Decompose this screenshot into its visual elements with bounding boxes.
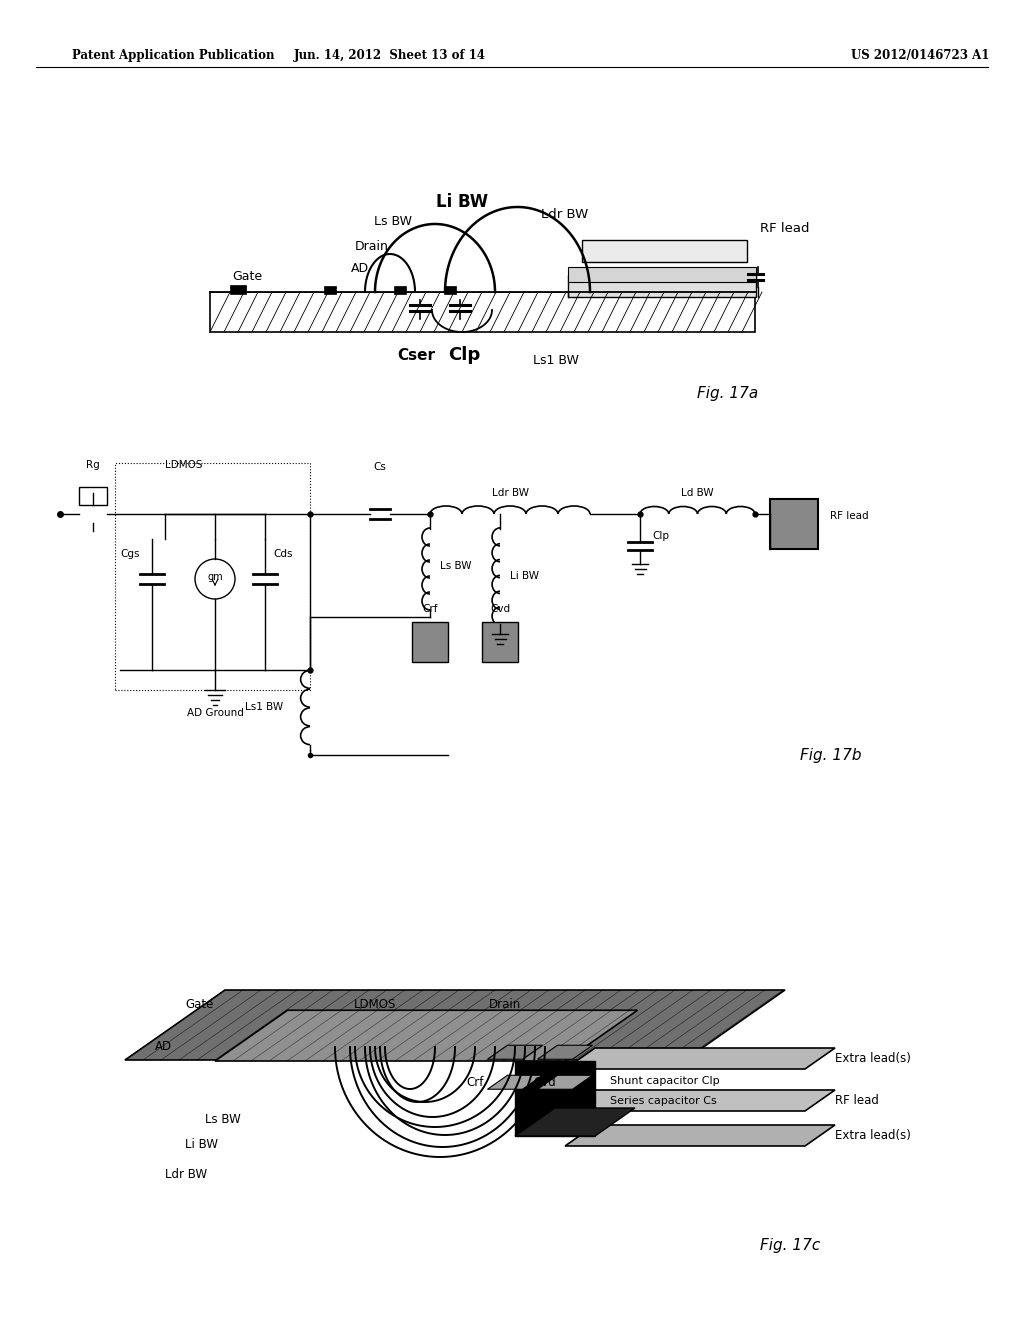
Text: Cvd: Cvd — [534, 1076, 556, 1089]
Text: Clp: Clp — [652, 531, 669, 541]
Text: Ls1 BW: Ls1 BW — [534, 354, 579, 367]
Text: Gate: Gate — [232, 271, 262, 282]
Text: Cs: Cs — [374, 462, 386, 473]
Text: Crf: Crf — [466, 1076, 483, 1089]
Bar — [210, 292, 755, 333]
Text: Ls BW: Ls BW — [205, 1113, 241, 1126]
Text: Ls BW: Ls BW — [374, 215, 412, 228]
Polygon shape — [565, 1048, 835, 1069]
Polygon shape — [515, 1061, 595, 1137]
Text: Extra lead(s): Extra lead(s) — [835, 1129, 911, 1142]
Polygon shape — [125, 990, 785, 1060]
Polygon shape — [538, 1076, 593, 1089]
Text: Patent Application Publication: Patent Application Publication — [72, 49, 274, 62]
Bar — [230, 285, 246, 294]
Polygon shape — [487, 1045, 543, 1059]
Text: gm: gm — [207, 572, 223, 582]
Bar — [444, 286, 456, 294]
Text: Ldr BW: Ldr BW — [492, 488, 528, 498]
Text: Shunt capacitor Clp: Shunt capacitor Clp — [610, 1076, 720, 1085]
Text: Drain: Drain — [355, 240, 389, 253]
Text: AD: AD — [155, 1040, 172, 1053]
Text: Ls1 BW: Ls1 BW — [245, 702, 283, 711]
Bar — [568, 267, 756, 282]
Text: Li BW: Li BW — [436, 193, 488, 211]
Text: AD: AD — [351, 261, 369, 275]
Text: Extra lead(s): Extra lead(s) — [835, 1052, 911, 1065]
Text: Li BW: Li BW — [185, 1138, 218, 1151]
Text: AD Ground: AD Ground — [186, 708, 244, 718]
Polygon shape — [538, 1045, 593, 1059]
Text: Jun. 14, 2012  Sheet 13 of 14: Jun. 14, 2012 Sheet 13 of 14 — [294, 49, 486, 62]
Polygon shape — [565, 1090, 835, 1111]
Bar — [394, 286, 406, 294]
Text: Fig. 17a: Fig. 17a — [697, 385, 759, 401]
Text: Fig. 17b: Fig. 17b — [800, 748, 861, 763]
Polygon shape — [565, 1125, 835, 1146]
Polygon shape — [487, 1076, 543, 1089]
Text: RF lead: RF lead — [835, 1094, 879, 1107]
Text: Cds: Cds — [273, 549, 293, 558]
Bar — [412, 622, 449, 663]
Text: LDMOS: LDMOS — [165, 459, 203, 470]
Text: Ldr BW: Ldr BW — [165, 1168, 207, 1181]
Bar — [115, 463, 310, 690]
Text: Li BW: Li BW — [510, 572, 539, 581]
Text: Rg: Rg — [86, 459, 100, 470]
Bar — [324, 286, 336, 294]
Text: Crf: Crf — [422, 605, 437, 614]
Polygon shape — [215, 1010, 638, 1061]
Text: Cgs: Cgs — [120, 549, 139, 558]
Bar — [582, 240, 746, 261]
Text: Ld BW: Ld BW — [681, 488, 714, 498]
Polygon shape — [515, 1107, 635, 1137]
Text: Cvd: Cvd — [489, 605, 510, 614]
Bar — [79, 487, 106, 506]
Text: Fig. 17c: Fig. 17c — [760, 1238, 820, 1253]
Text: Drain: Drain — [488, 998, 521, 1011]
Text: RF lead: RF lead — [830, 511, 868, 521]
Bar — [482, 622, 518, 663]
Text: Clp: Clp — [447, 346, 480, 364]
Text: Gate: Gate — [185, 998, 214, 1011]
Text: Ls BW: Ls BW — [440, 561, 471, 572]
Bar — [770, 499, 818, 549]
Text: Series capacitor Cs: Series capacitor Cs — [610, 1096, 717, 1106]
Text: RF lead: RF lead — [760, 222, 810, 235]
Text: Cser: Cser — [397, 348, 435, 363]
Text: LDMOS: LDMOS — [354, 998, 396, 1011]
Bar — [210, 284, 600, 292]
Bar — [568, 275, 756, 297]
Text: US 2012/0146723 A1: US 2012/0146723 A1 — [851, 49, 989, 62]
Text: Ldr BW: Ldr BW — [542, 209, 589, 220]
